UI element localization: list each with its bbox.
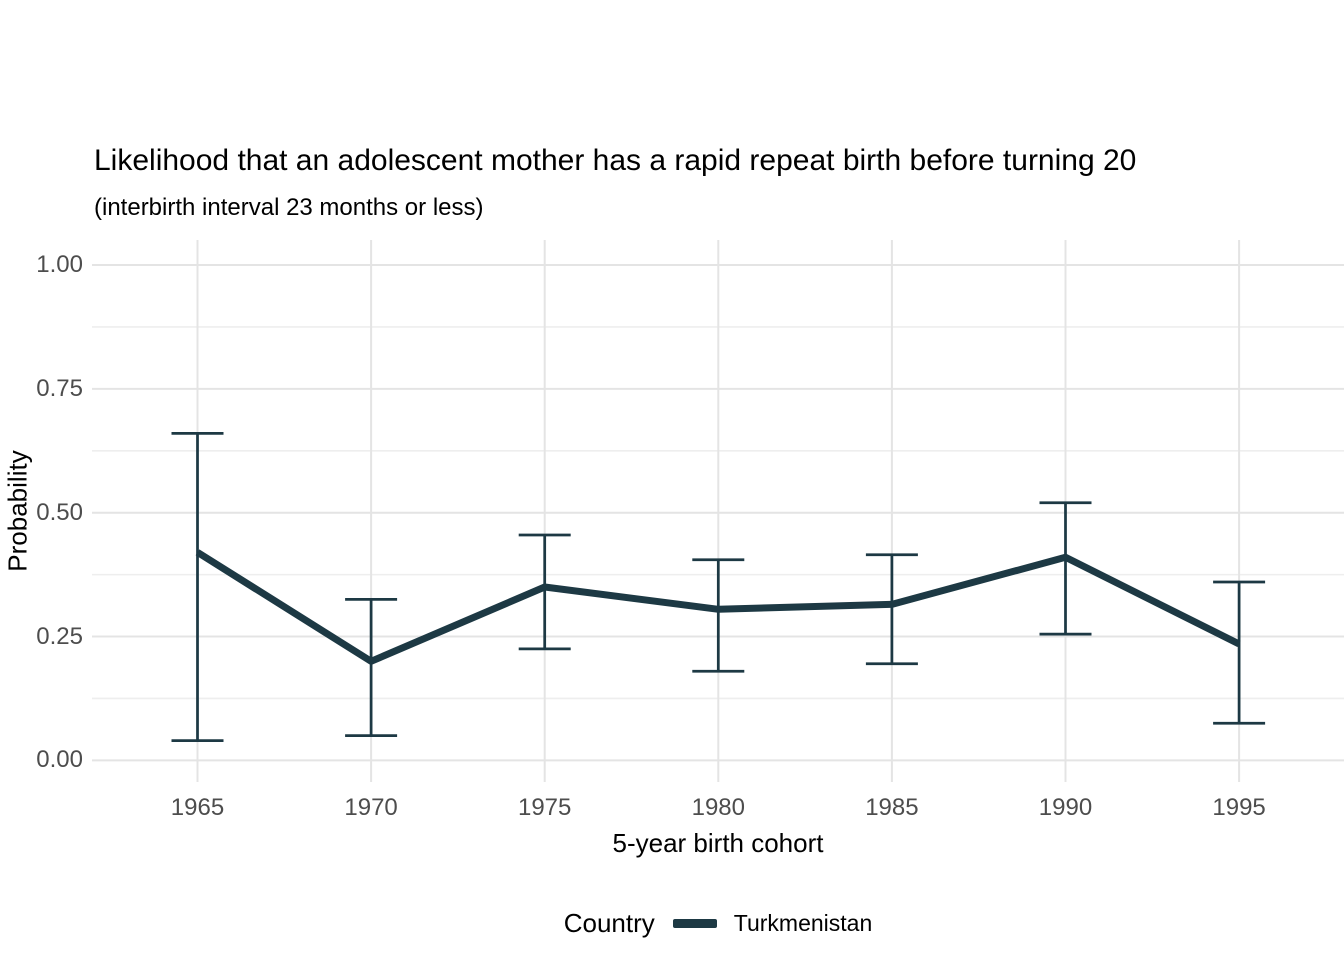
gridlines-major [92, 240, 1344, 782]
x-tick-label: 1970 [344, 794, 398, 821]
legend-line-swatch [672, 918, 717, 928]
x-tick-label: 1975 [517, 794, 572, 821]
x-axis-title: 5-year birth cohort [612, 828, 824, 858]
y-tick-label: 1.00 [36, 251, 83, 278]
series-line [195, 549, 1241, 665]
legend-item-label: Turkmenistan [733, 909, 873, 936]
x-tick-label: 1985 [865, 794, 919, 821]
y-tick-label: 0.00 [36, 746, 83, 774]
x-tick-label: 1995 [1212, 794, 1266, 821]
y-tick-label: 0.75 [36, 374, 83, 402]
error-bars [171, 432, 1266, 742]
chart-title: Likelihood that an adolescent mother has… [94, 144, 1137, 177]
x-tick-label: 1965 [170, 794, 225, 821]
y-tick-label: 0.50 [36, 498, 83, 526]
chart-subtitle: (interbirth interval 23 months or less) [94, 194, 484, 221]
x-tick-label: 1990 [1038, 794, 1093, 821]
legend: Country Turkmenistan [92, 903, 1344, 943]
x-tick-label: 1980 [691, 794, 745, 821]
legend-title: Country [563, 907, 655, 938]
y-tick-label: 0.25 [36, 622, 83, 650]
